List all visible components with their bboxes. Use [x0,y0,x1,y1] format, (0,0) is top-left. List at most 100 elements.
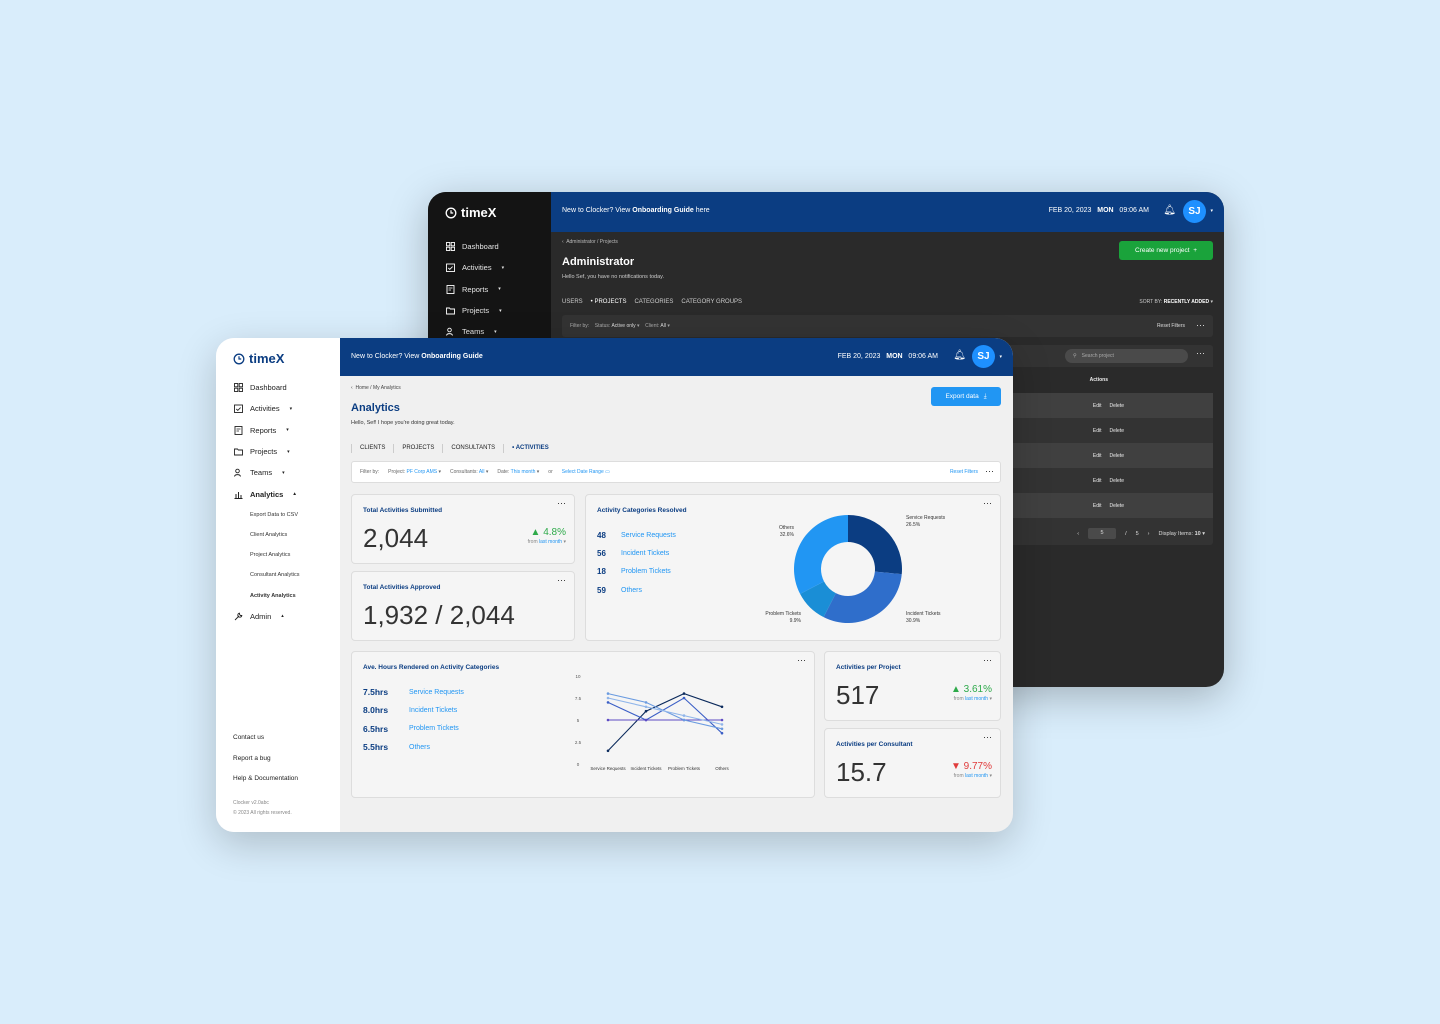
sidebar-subitem-consultant-analytics[interactable]: Consultant Analytics [250,572,300,579]
consultants-filter[interactable]: Consultants: All ▾ [450,469,489,475]
tab-users[interactable]: USERS [562,299,583,305]
contact-us-link[interactable]: Contact us [233,734,265,741]
client-value: All [660,323,666,329]
tab-categories[interactable]: CATEGORIES [634,299,674,305]
category-label[interactable]: Service Requests [621,531,676,539]
category-label[interactable]: Incident Tickets [409,706,458,714]
category-label[interactable]: Problem Tickets [409,725,459,733]
chevron-down-icon[interactable]: ▾ [999,354,1002,360]
avatar[interactable]: SJ [1183,200,1206,223]
tab-category-groups[interactable]: CATEGORY GROUPS [681,299,743,305]
trend-period[interactable]: from last month ▾ [953,696,992,702]
project-filter[interactable]: Project: PF Corp AMS ▾ [388,469,441,475]
export-data-button[interactable]: Export data ⤓ [931,387,1001,406]
more-options-icon[interactable]: ⋯ [983,732,992,742]
app-logo[interactable]: timeX [445,205,496,220]
edit-link[interactable]: Edit [1092,453,1102,459]
status-filter[interactable]: Status: Active only ▾ [594,323,640,329]
filter-label: Filter by: [570,323,590,329]
sidebar-item-teams[interactable]: Teams ▾ [445,321,504,342]
chevron-down-icon[interactable]: ▾ [1210,208,1213,214]
sidebar-subitem-activity-analytics[interactable]: Activity Analytics [250,592,296,599]
day-text: MON [886,353,903,360]
display-items[interactable]: Display Items: 10 ▾ [1158,530,1206,537]
category-label[interactable]: Incident Tickets [621,549,670,557]
chevron-left-icon[interactable]: ‹ [1077,530,1080,537]
delete-link[interactable]: Delete [1109,403,1124,409]
sidebar-item-activities[interactable]: Activities ▾ [445,257,504,278]
breadcrumb-text[interactable]: Administrator / Projects [566,239,618,245]
sidebar-subitem-project-analytics[interactable]: Project Analytics [250,552,291,559]
trend-period[interactable]: from last month ▾ [527,539,566,545]
reset-filters-link[interactable]: Reset Filters [949,469,978,475]
tab-projects[interactable]: • PROJECTS [590,299,627,305]
avatar[interactable]: SJ [972,345,995,368]
sidebar-item-dashboard[interactable]: Dashboard [233,377,300,398]
category-label[interactable]: Problem Tickets [621,568,671,576]
sidebar-item-analytics[interactable]: Analytics ▴ [233,483,300,504]
more-options-icon[interactable]: ⋯ [1196,348,1205,358]
tab-consultants[interactable]: CONSULTANTS [443,444,505,453]
calendar-check-icon [445,263,455,273]
report-bug-link[interactable]: Report a bug [233,754,271,762]
sidebar-item-activities[interactable]: Activities ▾ [233,398,300,419]
delete-link[interactable]: Delete [1109,453,1124,459]
delete-link[interactable]: Delete [1109,428,1124,434]
sidebar-item-projects[interactable]: Projects ▾ [233,441,300,462]
chevron-left-icon[interactable]: ‹ [562,239,564,245]
sidebar-item-reports[interactable]: Reports ▾ [445,279,504,300]
clock-logo-icon [233,353,245,364]
client-filter[interactable]: Client: All ▾ [645,323,670,329]
more-options-icon[interactable]: ⋯ [557,498,566,508]
onboarding-guide-link[interactable]: Onboarding Guide [421,353,483,360]
date-filter[interactable]: Date: This month ▾ [497,469,540,475]
tab-projects[interactable]: PROJECTS [394,444,444,453]
help-docs-link[interactable]: Help & Documentation [233,775,299,782]
date-value: This month [510,469,536,475]
edit-link[interactable]: Edit [1092,403,1102,409]
edit-link[interactable]: Edit [1092,503,1102,509]
more-options-icon[interactable]: ⋯ [983,498,992,508]
create-project-button[interactable]: Create new project + [1119,241,1213,260]
bell-icon[interactable]: 🔔︎ [953,350,966,361]
search-input[interactable]: ⚲ Search project [1065,349,1188,363]
sidebar-item-dashboard[interactable]: Dashboard [445,236,504,257]
more-options-icon[interactable]: ⋯ [985,466,994,476]
category-label[interactable]: Service Requests [409,688,464,696]
trend-period[interactable]: from last month ▾ [953,773,992,779]
chevron-down-icon: ▾ [289,405,293,412]
edit-link[interactable]: Edit [1092,428,1102,434]
more-options-icon[interactable]: ⋯ [557,575,566,585]
onboarding-guide-link[interactable]: Onboarding Guide [632,207,694,214]
chevron-right-icon[interactable]: › [1147,530,1150,537]
delete-link[interactable]: Delete [1109,503,1124,509]
more-options-icon[interactable]: ⋯ [983,655,992,665]
sidebar-item-projects[interactable]: Projects ▾ [445,300,504,321]
more-options-icon[interactable]: ⋯ [797,655,806,665]
sidebar-item-reports[interactable]: Reports ▾ [233,420,300,441]
reset-filters-link[interactable]: Reset Filters [1156,323,1185,329]
sort-dropdown[interactable]: SORT BY: RECENTLY ADDED ▾ [1139,299,1213,305]
edit-link[interactable]: Edit [1092,478,1102,484]
category-label[interactable]: Others [409,743,431,751]
chevron-left-icon[interactable]: ‹ [351,385,353,391]
chevron-down-icon: ▾ [494,328,497,335]
page-input[interactable]: 5 [1088,528,1117,539]
date-time: FEB 20, 2023 MON 09:06 AM [838,353,938,360]
sidebar: timeX Dashboard Activities ▾ Reports ▾ Pro… [216,338,340,832]
sidebar-item-teams[interactable]: Teams ▾ [233,462,300,483]
app-logo[interactable]: timeX [233,351,284,366]
category-label[interactable]: Others [621,586,643,594]
breadcrumb-text[interactable]: Home / My Analytics [355,385,401,391]
more-options-icon[interactable]: ⋯ [1196,320,1205,330]
delete-link[interactable]: Delete [1109,478,1124,484]
tab-activities[interactable]: • ACTIVITIES [512,445,549,451]
sidebar-item-admin[interactable]: Admin ▴ [233,606,300,627]
bell-icon[interactable]: 🔔︎ [1163,205,1176,216]
date-range-picker[interactable]: Select Date Range ▭ [562,469,610,475]
data-point [720,731,724,735]
top-bar: New to Clocker? View Onboarding Guide he… [551,192,1224,232]
sidebar-subitem-client-analytics[interactable]: Client Analytics [250,532,288,539]
sidebar-subitem-export-csv[interactable]: Export Data to CSV [250,511,298,518]
tab-clients[interactable]: CLIENTS [351,444,395,453]
